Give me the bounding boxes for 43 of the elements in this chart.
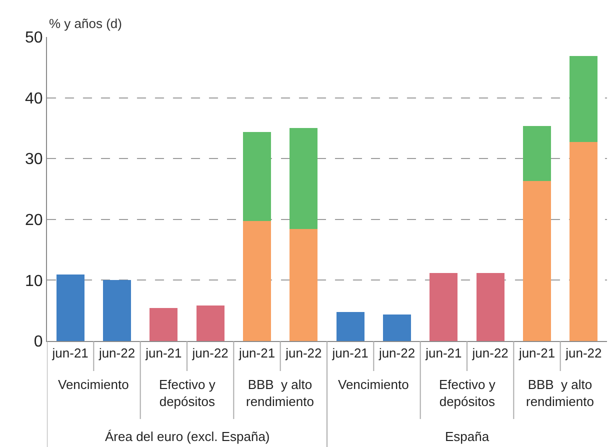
- bar: [383, 314, 411, 341]
- y-tick-label: 50: [25, 30, 43, 47]
- x-tick-label: jun-21: [238, 346, 276, 361]
- x-tick-label: jun-22: [284, 346, 322, 361]
- bar: [243, 221, 271, 341]
- bar: [570, 56, 598, 142]
- text: BBB y alto rendimiento: [526, 377, 594, 409]
- bar: [523, 181, 551, 341]
- bar: [523, 126, 551, 182]
- text: Vencimiento: [58, 377, 129, 392]
- x-tick-label: jun-21: [144, 346, 182, 361]
- bar: [476, 272, 504, 341]
- x-tick-label: jun-21: [51, 346, 88, 361]
- x-tick-label: jun-22: [564, 346, 602, 361]
- y-tick-label: 10: [25, 272, 43, 290]
- text: Efectivo y depósitos: [439, 377, 496, 409]
- y-tick-label: 40: [25, 90, 43, 108]
- text: BBB y alto rendimiento: [246, 377, 314, 409]
- x-tick-label: jun-21: [518, 346, 556, 361]
- bar: [570, 142, 598, 341]
- x-tick-label: jun-22: [98, 346, 136, 361]
- bar: [290, 128, 318, 230]
- y-axis-title: % y años (d): [49, 16, 122, 31]
- bar: [290, 229, 318, 341]
- bar: [56, 274, 84, 341]
- y-tick-label: 30: [25, 151, 43, 168]
- bar: [430, 272, 458, 341]
- x-tick-label: jun-22: [378, 346, 416, 361]
- bar: [336, 312, 364, 341]
- bar: [150, 308, 178, 341]
- y-tick-label: 20: [25, 212, 43, 229]
- bar: [243, 132, 271, 222]
- x-tick-label: jun-21: [331, 346, 368, 361]
- text: Área del euro (excl. España): [105, 429, 270, 444]
- bar: [103, 280, 131, 341]
- text: Vencimiento: [338, 377, 409, 392]
- x-tick-label: jun-21: [424, 346, 462, 361]
- text: España: [445, 429, 490, 444]
- bar: [196, 306, 224, 341]
- text: Efectivo y depósitos: [159, 377, 216, 409]
- y-tick-label: 0: [34, 334, 43, 351]
- x-tick-label: jun-22: [471, 346, 508, 361]
- x-tick-label: jun-22: [191, 346, 228, 361]
